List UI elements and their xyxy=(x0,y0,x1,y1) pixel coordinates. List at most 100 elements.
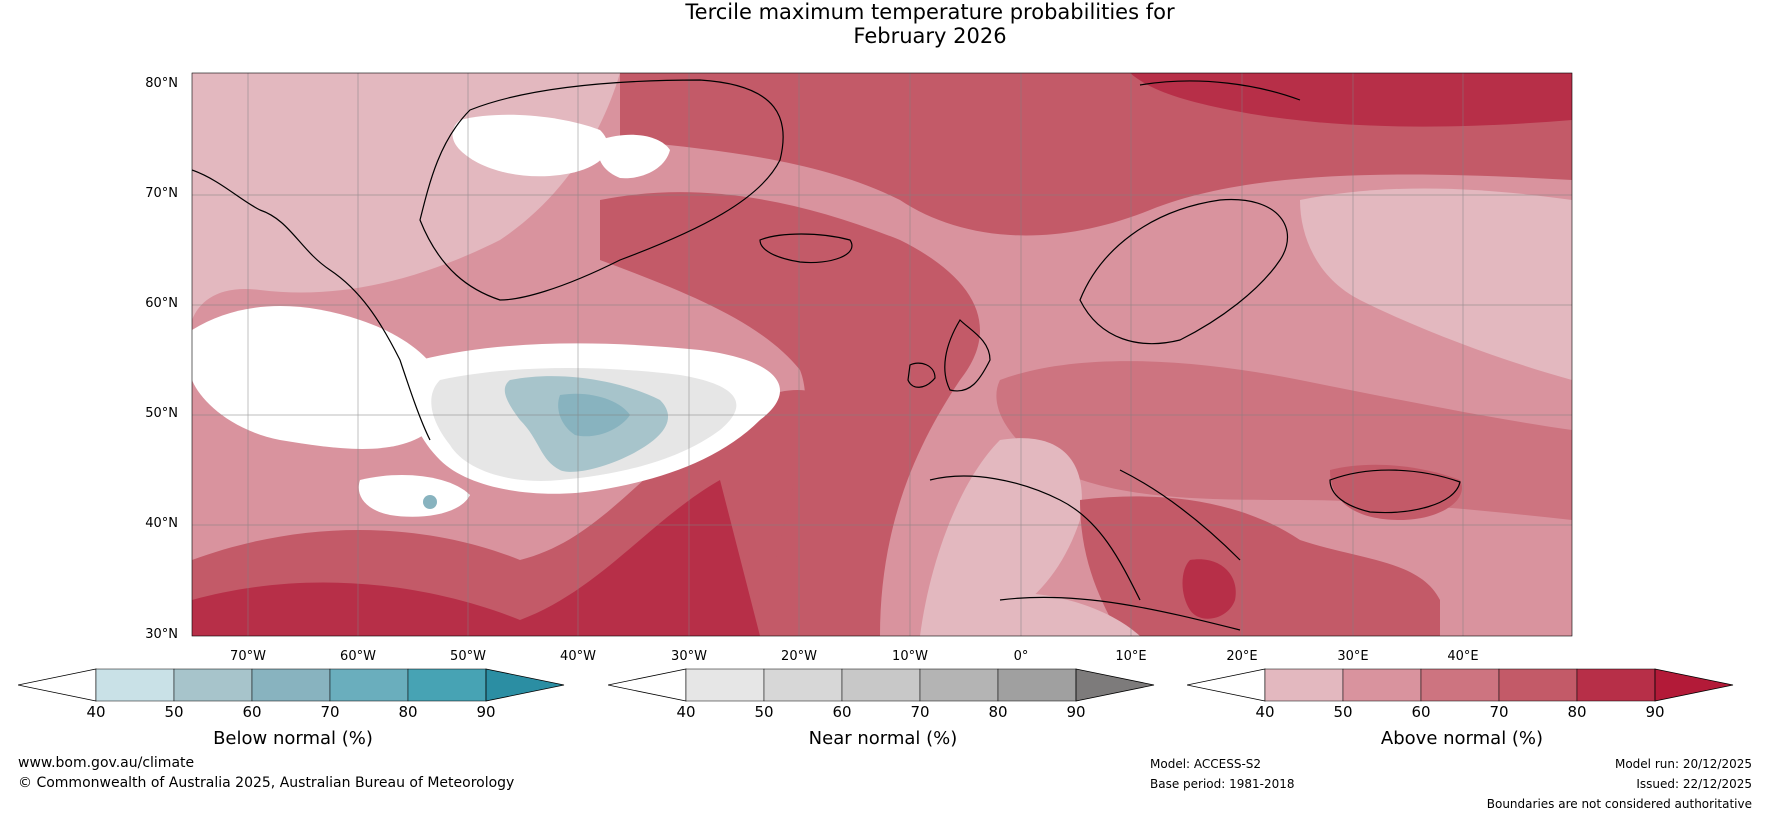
colorbar-segment xyxy=(1264,668,1344,702)
colorbar-segment xyxy=(763,668,843,702)
colorbar-segment xyxy=(841,668,921,702)
lat-label-60n: 60°N xyxy=(145,296,178,311)
colorbar-tick-label: 50 xyxy=(1333,703,1353,721)
colorbar-segment xyxy=(1576,668,1656,702)
map-frame xyxy=(191,72,1573,637)
region-labrador xyxy=(192,306,446,449)
lat-label-70n: 70°N xyxy=(145,186,178,201)
colorbar-tick-label: 90 xyxy=(476,703,496,721)
region-arctic-core xyxy=(1130,73,1572,127)
colorbar-segment xyxy=(919,668,999,702)
footer-issued: Issued: 22/12/2025 xyxy=(1636,777,1752,791)
colorbar-tick-label: 40 xyxy=(676,703,696,721)
lon-label-60w: 60°W xyxy=(340,649,376,664)
colorbar-title-above: Above normal (%) xyxy=(1380,728,1544,749)
lon-label-30e: 30°E xyxy=(1337,649,1369,664)
lon-label-30w: 30°W xyxy=(671,649,707,664)
footer-base-period: Base period: 1981-2018 xyxy=(1150,777,1295,791)
colorbar-segment xyxy=(685,668,765,702)
coast-greenland xyxy=(419,79,784,301)
colorbar-segment xyxy=(1420,668,1500,702)
colorbar-tick-label: 80 xyxy=(1567,703,1587,721)
colorbar-tick-label: 50 xyxy=(754,703,774,721)
footer-website: www.bom.gov.au/climate xyxy=(18,755,195,771)
coastlines xyxy=(192,79,1461,631)
coast-britain xyxy=(944,319,991,392)
colorbar-tick-label: 60 xyxy=(832,703,852,721)
colorbar-extend-high xyxy=(485,668,565,702)
colorbar-tick-label: 40 xyxy=(86,703,106,721)
coast-scandinavia xyxy=(1079,198,1289,345)
graticule xyxy=(192,73,1572,636)
lon-label-50w: 50°W xyxy=(450,649,486,664)
lon-label-20w: 20°W xyxy=(781,649,817,664)
colorbar-near-normal xyxy=(608,668,1155,702)
lon-label-10w: 10°W xyxy=(892,649,928,664)
colorbar-tick-label: 40 xyxy=(1255,703,1275,721)
lat-label-80n: 80°N xyxy=(145,76,178,91)
map-fill-layer xyxy=(192,73,1572,636)
lon-label-70w: 70°W xyxy=(230,649,266,664)
region-us-coast-white xyxy=(358,475,470,517)
colorbar-tick-label: 90 xyxy=(1066,703,1086,721)
lon-label-10e: 10°E xyxy=(1115,649,1147,664)
footer-model: Model: ACCESS-S2 xyxy=(1150,757,1262,771)
colorbar-tick-label: 70 xyxy=(320,703,340,721)
colorbar-segment xyxy=(251,668,331,702)
colorbar-segment xyxy=(173,668,253,702)
colorbar-tick-label: 90 xyxy=(1645,703,1665,721)
title-line-2: February 2026 xyxy=(853,24,1007,48)
coast-iceland xyxy=(759,233,853,264)
colorbar-tick-label: 70 xyxy=(1489,703,1509,721)
lat-label-30n: 30°N xyxy=(145,627,178,642)
colorbar-tick-label: 80 xyxy=(398,703,418,721)
region-north-africa xyxy=(940,592,1140,636)
coast-italy xyxy=(1119,469,1241,561)
lon-label-40w: 40°W xyxy=(560,649,596,664)
footer-disclaimer: Boundaries are not considered authoritat… xyxy=(1486,797,1752,811)
lon-label-40e: 40°E xyxy=(1447,649,1479,664)
colorbar-tick-label: 80 xyxy=(988,703,1008,721)
colorbar-tick-label: 60 xyxy=(1411,703,1431,721)
colorbar-above-normal xyxy=(1187,668,1734,702)
colorbar-extend-high xyxy=(1075,668,1155,702)
colorbar-segment xyxy=(95,668,175,702)
region-arctic-white-2 xyxy=(598,134,670,179)
colorbar-tick-label: 50 xyxy=(164,703,184,721)
coast-iberia-france xyxy=(929,475,1141,601)
colorbar-segment xyxy=(997,668,1077,702)
lat-label-50n: 50°N xyxy=(145,406,178,421)
region-arctic-white xyxy=(452,114,608,177)
coast-ireland xyxy=(907,362,936,388)
coast-labrador xyxy=(192,169,431,441)
footer-model-run: Model run: 20/12/2025 xyxy=(1614,757,1752,771)
lon-label-20e: 20°E xyxy=(1226,649,1258,664)
colorbar-segment xyxy=(407,668,487,702)
colorbar-segment xyxy=(1498,668,1578,702)
colorbar-tick-label: 70 xyxy=(910,703,930,721)
region-northeast xyxy=(1300,188,1572,380)
lat-label-40n: 40°N xyxy=(145,516,178,531)
region-us-coast-blue xyxy=(423,495,437,509)
footer-copyright: © Commonwealth of Australia 2025, Austra… xyxy=(18,775,515,791)
colorbar-segment xyxy=(329,668,409,702)
region-south-atlantic-core xyxy=(192,480,760,636)
colorbar-title-near: Near normal (%) xyxy=(808,728,958,749)
coast-svalbard xyxy=(1139,80,1301,101)
colorbar-tick-label: 60 xyxy=(242,703,262,721)
colorbar-extend-high xyxy=(1654,668,1734,702)
region-iberia xyxy=(920,438,1082,636)
colorbar-below-normal xyxy=(18,668,565,702)
colorbar-segment xyxy=(1342,668,1422,702)
colorbar-title-below: Below normal (%) xyxy=(213,728,373,749)
colorbar-extend-low xyxy=(18,668,97,702)
lon-label-0: 0° xyxy=(1013,649,1029,664)
region-ionian xyxy=(1182,559,1236,619)
region-mediterranean xyxy=(1080,496,1440,636)
coast-north-africa xyxy=(999,596,1241,631)
coast-black-sea xyxy=(1329,469,1461,514)
title-line-1: Tercile maximum temperature probabilitie… xyxy=(685,0,1175,24)
colorbar-extend-low xyxy=(608,668,687,702)
colorbar-extend-low xyxy=(1187,668,1266,702)
